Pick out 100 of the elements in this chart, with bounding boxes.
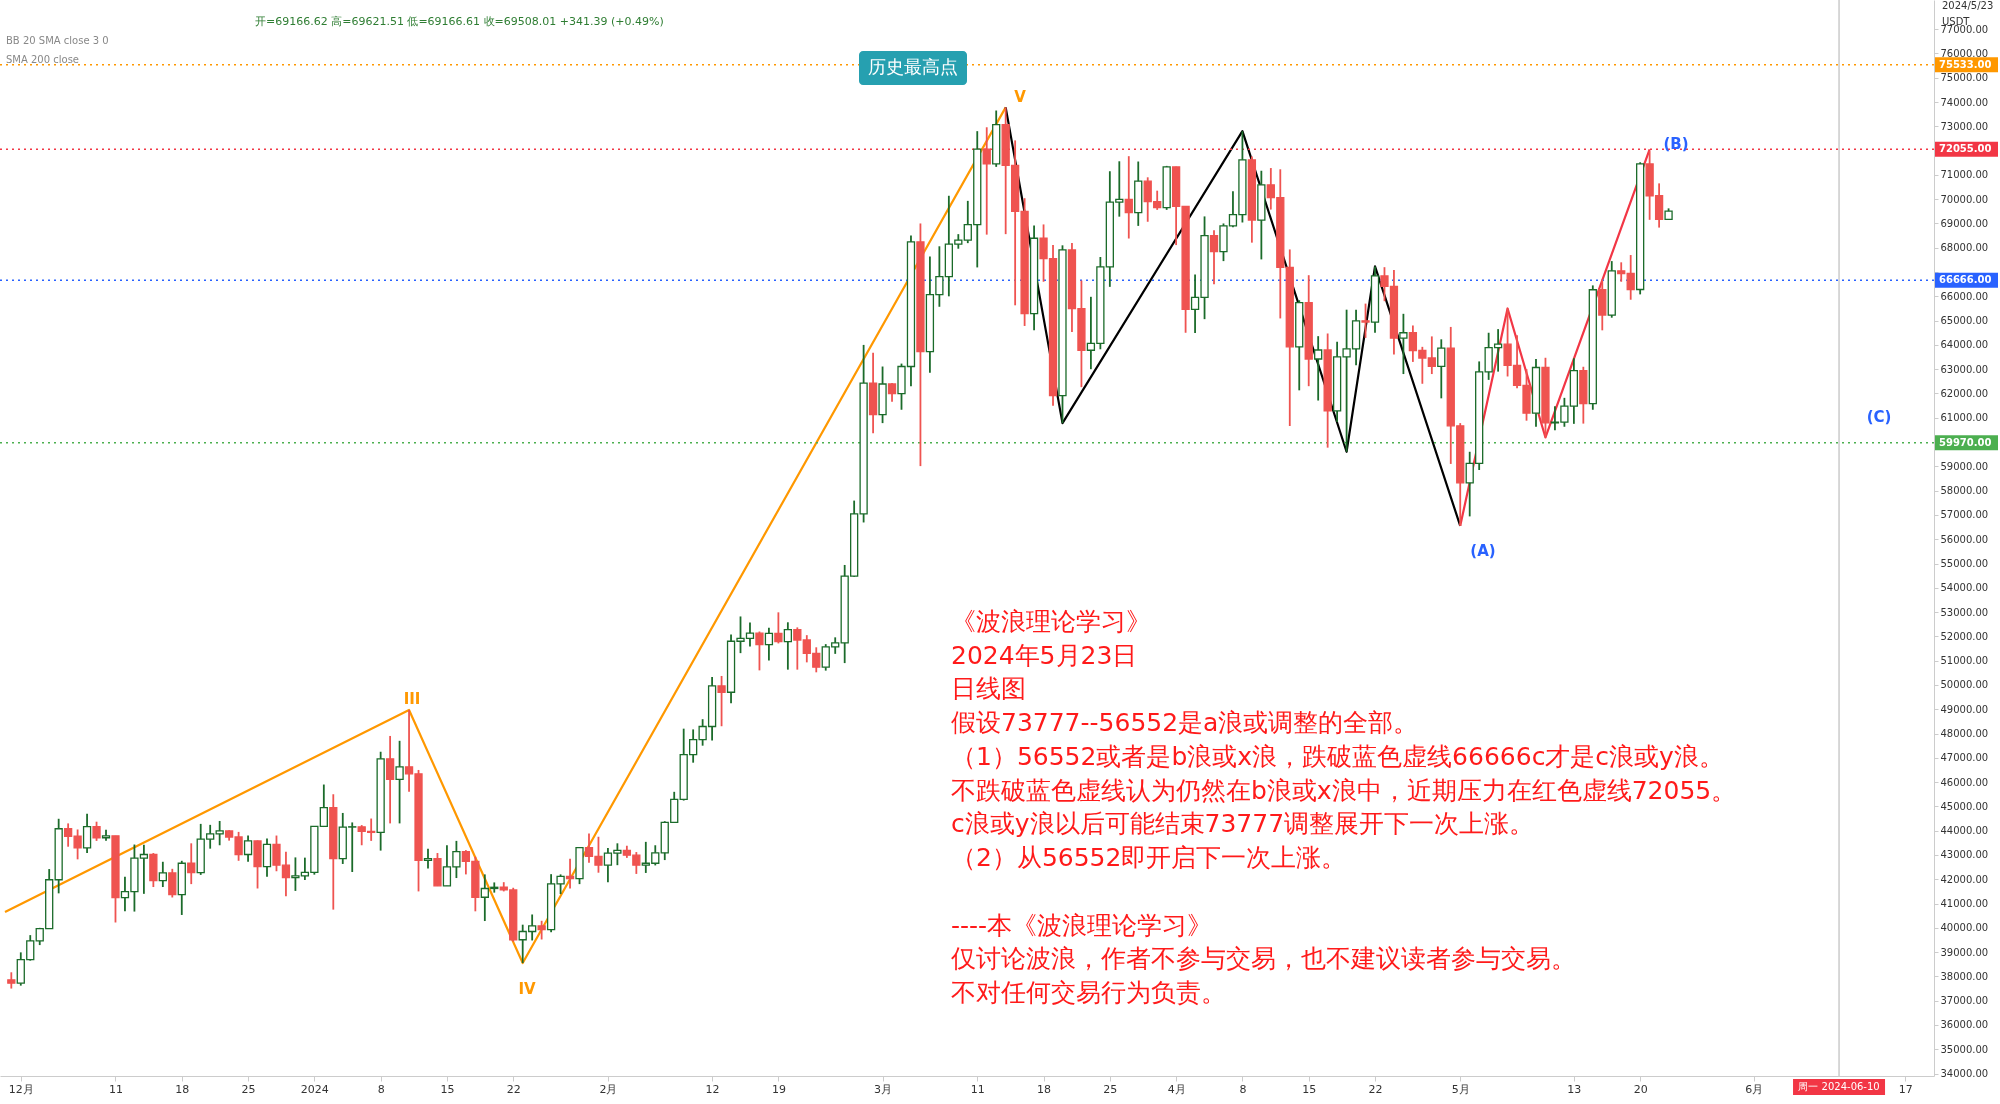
- candlestick: [215, 820, 224, 847]
- y-tick-label: 56000.00: [1940, 533, 1989, 545]
- x-tick-label: 18: [175, 1082, 190, 1096]
- annotation: III: [403, 690, 421, 708]
- candlestick: [1209, 229, 1219, 286]
- y-tick-label: 41000.00: [1940, 898, 1989, 910]
- y-tick-label: 57000.00: [1940, 509, 1989, 521]
- y-tick-label: 52000.00: [1940, 630, 1989, 642]
- y-tick-label: 75000.00: [1940, 72, 1989, 84]
- annotation: BB 20 SMA close 3 0: [6, 35, 109, 46]
- candlestick: [385, 735, 395, 825]
- ref-line-label: 75533.00: [1939, 58, 1992, 70]
- candlestick: [1399, 312, 1408, 375]
- annotation: ----本《波浪理论学习》: [951, 910, 1213, 940]
- ref-line-label: 72055.00: [1939, 143, 1992, 155]
- candlestick: [982, 126, 991, 236]
- x-tick-label: 11: [970, 1082, 985, 1096]
- y-tick-label: 63000.00: [1940, 363, 1989, 375]
- y-tick-label: 49000.00: [1940, 703, 1989, 715]
- y-tick-label: 55000.00: [1940, 558, 1989, 569]
- candlestick: [423, 847, 433, 870]
- candlestick: [1124, 155, 1133, 240]
- y-tick-label: 70000.00: [1940, 193, 1989, 205]
- y-tick-label: 58000.00: [1940, 485, 1989, 497]
- x-tick-label: 5月: [1451, 1082, 1470, 1096]
- candlestick: [158, 860, 167, 888]
- y-tick-label: 74000.00: [1940, 96, 1989, 108]
- annotation: (B): [1663, 135, 1689, 153]
- ref-line-label: 周一 2024-06-10: [1798, 1081, 1880, 1092]
- candlestick: [92, 820, 101, 842]
- x-tick-label: 25: [241, 1082, 256, 1096]
- x-tick-label: 22: [506, 1082, 521, 1096]
- annotation: 历史最高点: [868, 56, 958, 77]
- y-tick-label: 61000.00: [1940, 412, 1989, 424]
- x-tick-label: 15: [1302, 1082, 1317, 1096]
- y-tick-label: 45000.00: [1940, 800, 1989, 812]
- x-tick-label: 20: [1633, 1082, 1648, 1096]
- y-tick-label: 38000.00: [1940, 970, 1989, 982]
- y-tick-label: 69000.00: [1940, 217, 1989, 229]
- candlestick: [395, 739, 404, 825]
- y-tick-label: 50000.00: [1940, 679, 1989, 691]
- x-tick-label: 11: [108, 1082, 123, 1096]
- candlestick: [764, 626, 774, 662]
- y-tick-label: 73000.00: [1940, 120, 1989, 132]
- ref-line-label: 59970.00: [1939, 436, 1992, 448]
- y-tick-label: 42000.00: [1940, 873, 1989, 885]
- y-tick-label: 40000.00: [1940, 922, 1989, 934]
- candlestick: [887, 382, 897, 403]
- y-tick-label: 46000.00: [1940, 776, 1989, 788]
- x-tick-label: 8: [377, 1082, 385, 1096]
- annotation: SMA 200 close: [6, 54, 80, 65]
- candlestick: [537, 919, 546, 941]
- y-tick-label: 39000.00: [1940, 946, 1989, 958]
- x-tick-label: 8: [1239, 1082, 1247, 1096]
- x-tick-label: 17: [1898, 1082, 1913, 1096]
- x-tick-label: 6月: [1745, 1082, 1764, 1096]
- annotation: 不对任何交易行为负责。: [951, 978, 1226, 1007]
- candlestick: [168, 867, 177, 899]
- annotation: V: [1014, 88, 1027, 106]
- y-tick-label: 35000.00: [1940, 1043, 1989, 1055]
- annotation: 日线图: [951, 674, 1026, 704]
- annotation: （1）56552或者是b浪或x浪，跌破蓝色虚线66666c才是c浪或y浪。: [951, 741, 1724, 771]
- candlestick: [82, 812, 92, 854]
- y-tick-label: 76000.00: [1940, 47, 1989, 59]
- candlestick: [793, 626, 802, 671]
- y-tick-label: 43000.00: [1940, 849, 1989, 861]
- annotation: 不跌破蓝色虚线认为仍然在b浪或x浪中，近期压力在红色虚线72055。: [951, 775, 1737, 805]
- candlestick: [1361, 302, 1370, 339]
- text: 开=69166.62 高=69621.51 低=69166.61 收=69508.01 +341.39 (+0.49%): [255, 15, 664, 28]
- y-tick-label: 71000.00: [1940, 169, 1989, 181]
- candlestick: [717, 675, 726, 728]
- y-tick-label: 54000.00: [1940, 582, 1989, 594]
- y-tick-label: 47000.00: [1940, 752, 1989, 764]
- y-tick-label: 66000.00: [1940, 290, 1989, 302]
- y-tick-label: 44000.00: [1940, 825, 1989, 837]
- candlestick: [1437, 338, 1446, 400]
- candlestick: [783, 621, 793, 671]
- y-tick-label: 64000.00: [1940, 339, 1989, 351]
- candlestick: [1617, 261, 1626, 283]
- annotation: 假设73777--56552是a浪或调整的全部。: [951, 708, 1419, 738]
- annotation: (C): [1866, 408, 1892, 426]
- x-tick-label: 12: [705, 1082, 720, 1096]
- annotation: IV: [518, 980, 536, 998]
- candlestick: [187, 842, 196, 886]
- y-tick-label: 68000.00: [1940, 242, 1989, 254]
- x-tick-label: 2月: [599, 1082, 618, 1096]
- x-tick-label: 12月: [8, 1082, 34, 1096]
- annotation: 《波浪理论学习》: [951, 607, 1151, 636]
- y-tick-label: 53000.00: [1940, 606, 1989, 618]
- ref-line-label: 66666.00: [1939, 274, 1992, 286]
- candlestick: [243, 834, 253, 863]
- y-tick-label: 36000.00: [1940, 1019, 1989, 1031]
- x-tick-label: 4月: [1167, 1082, 1186, 1096]
- text: 2024/5/23: [1942, 0, 1994, 11]
- y-tick-label: 62000.00: [1940, 387, 1989, 399]
- x-tick-label: 15: [440, 1082, 455, 1096]
- candlestick: [1314, 335, 1323, 402]
- candlestick: [262, 837, 272, 878]
- candlestick: [1626, 254, 1635, 301]
- x-tick-label: 3月: [874, 1082, 893, 1096]
